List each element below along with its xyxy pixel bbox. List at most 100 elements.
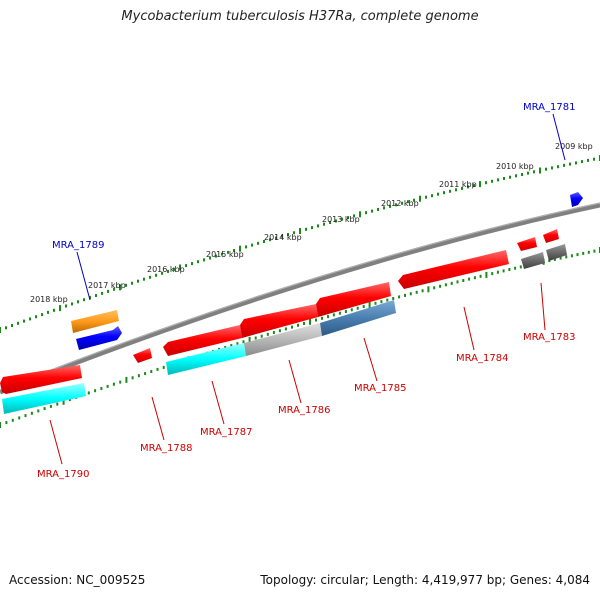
gene-mra-1783-small-b[interactable]	[543, 229, 559, 243]
lower-minor-tick	[350, 308, 353, 312]
upper-minor-tick	[167, 269, 169, 273]
upper-major-tick	[119, 284, 121, 291]
lower-minor-tick	[112, 382, 115, 386]
upper-minor-tick	[11, 324, 13, 327]
upper-minor-tick	[401, 201, 403, 205]
leader-mra-1781	[552, 113, 566, 161]
lower-minor-tick	[514, 266, 517, 270]
dark-feature-1783-a[interactable]	[521, 252, 545, 269]
upper-minor-tick	[137, 279, 139, 283]
lower-minor-tick	[94, 389, 97, 393]
scale-label-2016: 2016 kbp	[147, 265, 185, 274]
upper-minor-tick	[215, 254, 217, 258]
upper-minor-tick	[95, 294, 97, 297]
leader-mra-1783	[540, 282, 546, 331]
lower-minor-tick	[327, 315, 329, 319]
lower-minor-tick	[162, 365, 165, 369]
label-mra-1785: MRA_1785	[354, 383, 406, 394]
lower-features	[0, 229, 567, 414]
lower-minor-tick	[462, 279, 465, 282]
upper-minor-tick	[461, 186, 463, 190]
lower-minor-tick	[297, 323, 299, 327]
label-mra-1787: MRA_1787	[200, 427, 252, 438]
gene-mra-1783-small-a[interactable]	[517, 237, 537, 251]
lower-minor-tick	[260, 334, 263, 338]
upper-minor-tick	[287, 233, 289, 236]
upper-minor-tick	[317, 224, 319, 228]
upper-minor-tick	[329, 221, 331, 224]
upper-minor-tick	[77, 300, 79, 304]
upper-minor-tick	[29, 317, 31, 321]
upper-major-tick	[179, 264, 181, 271]
lower-minor-tick	[18, 416, 21, 420]
upper-minor-tick	[41, 313, 43, 317]
upper-minor-tick	[305, 227, 307, 231]
leader-mra-1788	[151, 396, 165, 441]
upper-major-tick	[0, 327, 1, 333]
lower-major-tick	[427, 286, 430, 293]
gene-mra-1789[interactable]	[76, 326, 122, 350]
lower-minor-tick	[291, 325, 293, 329]
lower-minor-tick	[415, 290, 418, 294]
cyan-feature-1787[interactable]	[166, 343, 246, 375]
upper-minor-tick	[113, 287, 115, 291]
lower-minor-tick	[156, 367, 159, 371]
lower-minor-tick	[236, 342, 239, 346]
lower-minor-tick	[587, 250, 590, 254]
upper-minor-tick	[503, 177, 505, 180]
steelblue-feature-1785[interactable]	[320, 300, 396, 336]
gene-mra-1784[interactable]	[398, 250, 509, 289]
lower-minor-tick	[43, 407, 46, 411]
upper-minor-tick	[17, 321, 19, 325]
scale-label-2014: 2014 kbp	[264, 233, 302, 242]
upper-minor-tick	[431, 194, 433, 198]
upper-minor-tick	[449, 189, 451, 193]
upper-minor-tick	[587, 158, 589, 162]
cyan-feature-1790[interactable]	[2, 383, 86, 414]
upper-minor-tick	[581, 160, 583, 164]
upper-minor-tick	[263, 240, 265, 243]
orange-feature-1789[interactable]	[71, 310, 119, 333]
upper-minor-tick	[173, 267, 175, 271]
upper-major-tick	[419, 195, 421, 202]
lower-minor-tick	[479, 274, 482, 278]
upper-minor-tick	[71, 302, 73, 306]
upper-minor-tick	[233, 249, 235, 252]
upper-minor-tick	[515, 174, 517, 178]
gene-mra-1785[interactable]	[316, 282, 391, 317]
lower-minor-tick	[315, 318, 317, 322]
upper-minor-tick	[89, 296, 91, 300]
lower-major-tick	[368, 301, 371, 308]
gray-feature-1786[interactable]	[244, 323, 322, 356]
gene-labels: MRA_1781 MRA_1789 MRA_1783 MRA_1784 MRA_…	[37, 102, 575, 480]
scale-label-2009: 2009 kbp	[555, 142, 593, 151]
genome-summary-text: Topology: circular; Length: 4,419,977 bp…	[260, 573, 590, 587]
dark-feature-1783-b[interactable]	[546, 244, 567, 261]
upper-minor-tick	[149, 275, 151, 279]
gene-mra-1781[interactable]	[570, 192, 583, 207]
gene-mra-1786[interactable]	[240, 304, 318, 338]
scale-label-2018: 2018 kbp	[30, 295, 68, 304]
gene-mra-1790[interactable]	[0, 365, 82, 394]
lower-minor-tick	[87, 391, 90, 395]
gene-mra-1787[interactable]	[163, 325, 242, 356]
gene-mra-1788[interactable]	[133, 348, 152, 363]
lower-minor-tick	[502, 269, 505, 273]
upper-minor-tick	[347, 216, 349, 220]
lower-minor-tick	[144, 372, 147, 376]
upper-minor-tick	[569, 162, 571, 166]
lower-minor-tick	[559, 256, 562, 260]
upper-minor-tick	[371, 209, 373, 213]
lower-minor-tick	[68, 398, 71, 402]
lower-minor-tick	[254, 336, 257, 340]
lower-minor-tick	[380, 300, 383, 304]
leader-mra-1787	[211, 380, 225, 425]
lower-minor-tick	[519, 265, 522, 269]
lower-minor-tick	[37, 409, 40, 413]
scale-labels: 2009 kbp 2010 kbp 2011 kbp 2012 kbp 2013…	[30, 142, 593, 304]
upper-scale-ticks	[0, 155, 600, 333]
upper-minor-tick	[269, 238, 271, 242]
scale-label-2011: 2011 kbp	[439, 180, 477, 189]
upper-minor-tick	[251, 243, 253, 247]
